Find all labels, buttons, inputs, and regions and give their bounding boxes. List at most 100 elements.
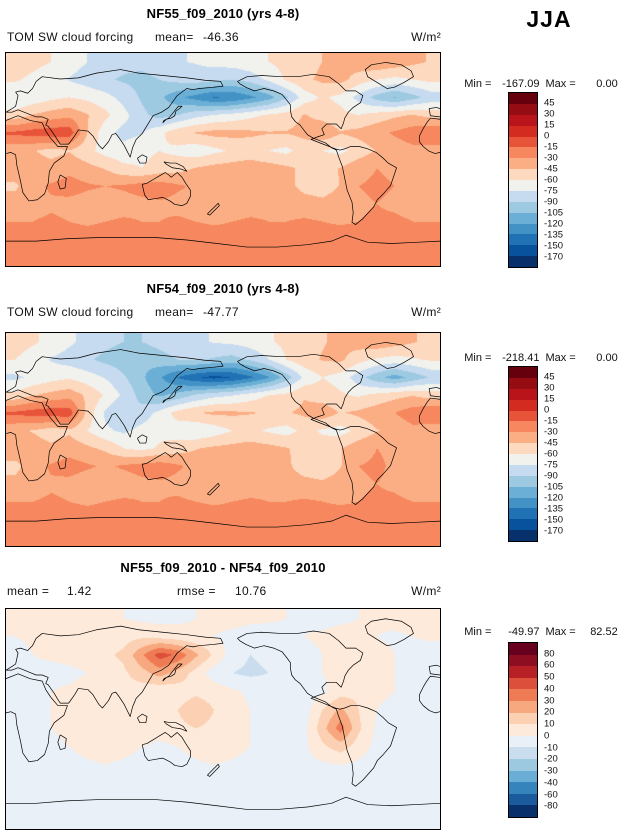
colorbar-tick-label: -40 <box>544 777 558 789</box>
colorbar-segment <box>509 464 537 476</box>
panel-title: NF54_f09_2010 (yrs 4-8) <box>146 281 300 296</box>
colorbar-segment <box>509 724 537 736</box>
colorbar-gradient <box>508 366 538 542</box>
colorbar: 80 60 50 40 30 20 10 0 -10 -20 -30 -40 -60 -80 <box>508 642 592 818</box>
colorbar-segment <box>509 367 537 378</box>
coastlines-overlay <box>6 53 440 266</box>
mean-value: -47.77 <box>203 305 239 319</box>
mean-label: mean= <box>155 305 194 319</box>
colorbar-tick-label: -45 <box>544 163 558 175</box>
max-value: 0.00 <box>596 352 618 364</box>
colorbar-tick-label: -15 <box>544 141 558 153</box>
season-label: JJA <box>526 6 572 32</box>
min-value: -167.09 <box>502 78 540 90</box>
colorbar-segment <box>509 399 537 411</box>
minmax-row: Min = -167.09 Max = 0.00 <box>452 66 642 102</box>
colorbar-tick-label: -30 <box>544 152 558 164</box>
rmse-label: rmse = <box>177 584 216 598</box>
colorbar-tick-label: -120 <box>544 218 564 230</box>
colorbar-tick-label: -170 <box>544 525 564 537</box>
colorbar-tick-label: 30 <box>544 695 555 707</box>
colorbar-segment <box>509 234 537 246</box>
mean-label: mean = <box>7 584 50 598</box>
map-panel <box>5 52 441 267</box>
colorbar-labels: 80 60 50 40 30 20 10 0 -10 -20 -30 -40 -60 -80 <box>544 642 588 818</box>
max-label: Max = <box>545 626 576 638</box>
colorbar: 45 30 15 0 -15 -30 -45 -60 -75 -90 -105 -120 -135 -15… <box>508 92 592 268</box>
colorbar-gradient <box>508 642 538 818</box>
colorbar-segment <box>509 530 537 541</box>
panel-subtitle-row: TOM SW cloud forcing mean= -46.36 W/m² <box>5 30 441 45</box>
colorbar-segment <box>509 180 537 191</box>
colorbar-tick-label: 30 <box>544 382 555 394</box>
colorbar-tick-label: -170 <box>544 251 564 263</box>
colorbar-tick-label: -15 <box>544 415 558 427</box>
colorbar-gradient <box>508 92 538 268</box>
colorbar-segment <box>509 497 537 509</box>
colorbar-segment <box>509 114 537 126</box>
colorbar-segment <box>509 125 537 137</box>
colorbar-segment <box>509 223 537 235</box>
colorbar-tick-label: -20 <box>544 753 558 765</box>
colorbar-tick-label: 20 <box>544 706 555 718</box>
colorbar-tick-label: -10 <box>544 742 558 754</box>
minmax-row: Min = -49.97 Max = 82.52 <box>452 614 642 650</box>
colorbar-tick-label: 15 <box>544 119 555 131</box>
colorbar-segment <box>509 201 537 213</box>
colorbar-tick-label: -45 <box>544 437 558 449</box>
colorbar-tick-label: -135 <box>544 229 564 241</box>
colorbar-segment <box>509 388 537 400</box>
colorbar-segment <box>509 158 537 170</box>
colorbar-segment <box>509 508 537 520</box>
colorbar-segment <box>509 410 537 422</box>
colorbar-segment <box>509 486 537 498</box>
colorbar-tick-label: 0 <box>544 730 550 742</box>
colorbar-tick-label: 45 <box>544 97 555 109</box>
colorbar-segment <box>509 735 537 748</box>
colorbar-tick-label: -120 <box>544 492 564 504</box>
mean-value: 1.42 <box>67 584 92 598</box>
colorbar-tick-label: -150 <box>544 514 564 526</box>
units-label: W/m² <box>411 30 441 44</box>
max-label: Max = <box>545 352 576 364</box>
colorbar-segment <box>509 475 537 487</box>
map-panel <box>5 332 441 547</box>
colorbar-segment <box>509 377 537 389</box>
colorbar: 45 30 15 0 -15 -30 -45 -60 -75 -90 -105 -120 -135 -15… <box>508 366 592 542</box>
colorbar-segment <box>509 212 537 224</box>
colorbar-segment <box>509 654 537 667</box>
colorbar-tick-label: 40 <box>544 683 555 695</box>
variable-label: TOM SW cloud forcing <box>7 305 134 319</box>
colorbar-segment <box>509 443 537 454</box>
map-panel <box>5 608 441 830</box>
colorbar-tick-label: -75 <box>544 459 558 471</box>
mean-label: mean= <box>155 30 194 44</box>
panel-title: NF55_f09_2010 (yrs 4-8) <box>146 6 300 21</box>
colorbar-segment <box>509 782 537 794</box>
panel-subtitle-row: TOM SW cloud forcing mean= -47.77 W/m² <box>5 305 441 320</box>
colorbar-tick-label: -30 <box>544 426 558 438</box>
colorbar-tick-label: 60 <box>544 659 555 671</box>
colorbar-segment <box>509 245 537 257</box>
colorbar-segment <box>509 519 537 531</box>
min-label: Min = <box>464 352 492 364</box>
colorbar-tick-label: 10 <box>544 718 555 730</box>
colorbar-segment <box>509 93 537 104</box>
colorbar-tick-label: -75 <box>544 185 558 197</box>
colorbar-segment <box>509 643 537 655</box>
colorbar-tick-label: 15 <box>544 393 555 405</box>
rmse-value: 10.76 <box>235 584 267 598</box>
colorbar-segment <box>509 700 537 713</box>
max-value: 0.00 <box>596 78 618 90</box>
colorbar-segment <box>509 770 537 783</box>
colorbar-segment <box>509 805 537 817</box>
panel-title: NF55_f09_2010 - NF54_f09_2010 <box>120 560 326 575</box>
colorbar-tick-label: -60 <box>544 789 558 801</box>
map-canvas <box>6 53 440 266</box>
minmax-row: Min = -218.41 Max = 0.00 <box>452 340 642 376</box>
units-label: W/m² <box>411 584 441 598</box>
colorbar-segment <box>509 793 537 806</box>
colorbar-segment <box>509 747 537 759</box>
min-value: -49.97 <box>508 626 540 638</box>
